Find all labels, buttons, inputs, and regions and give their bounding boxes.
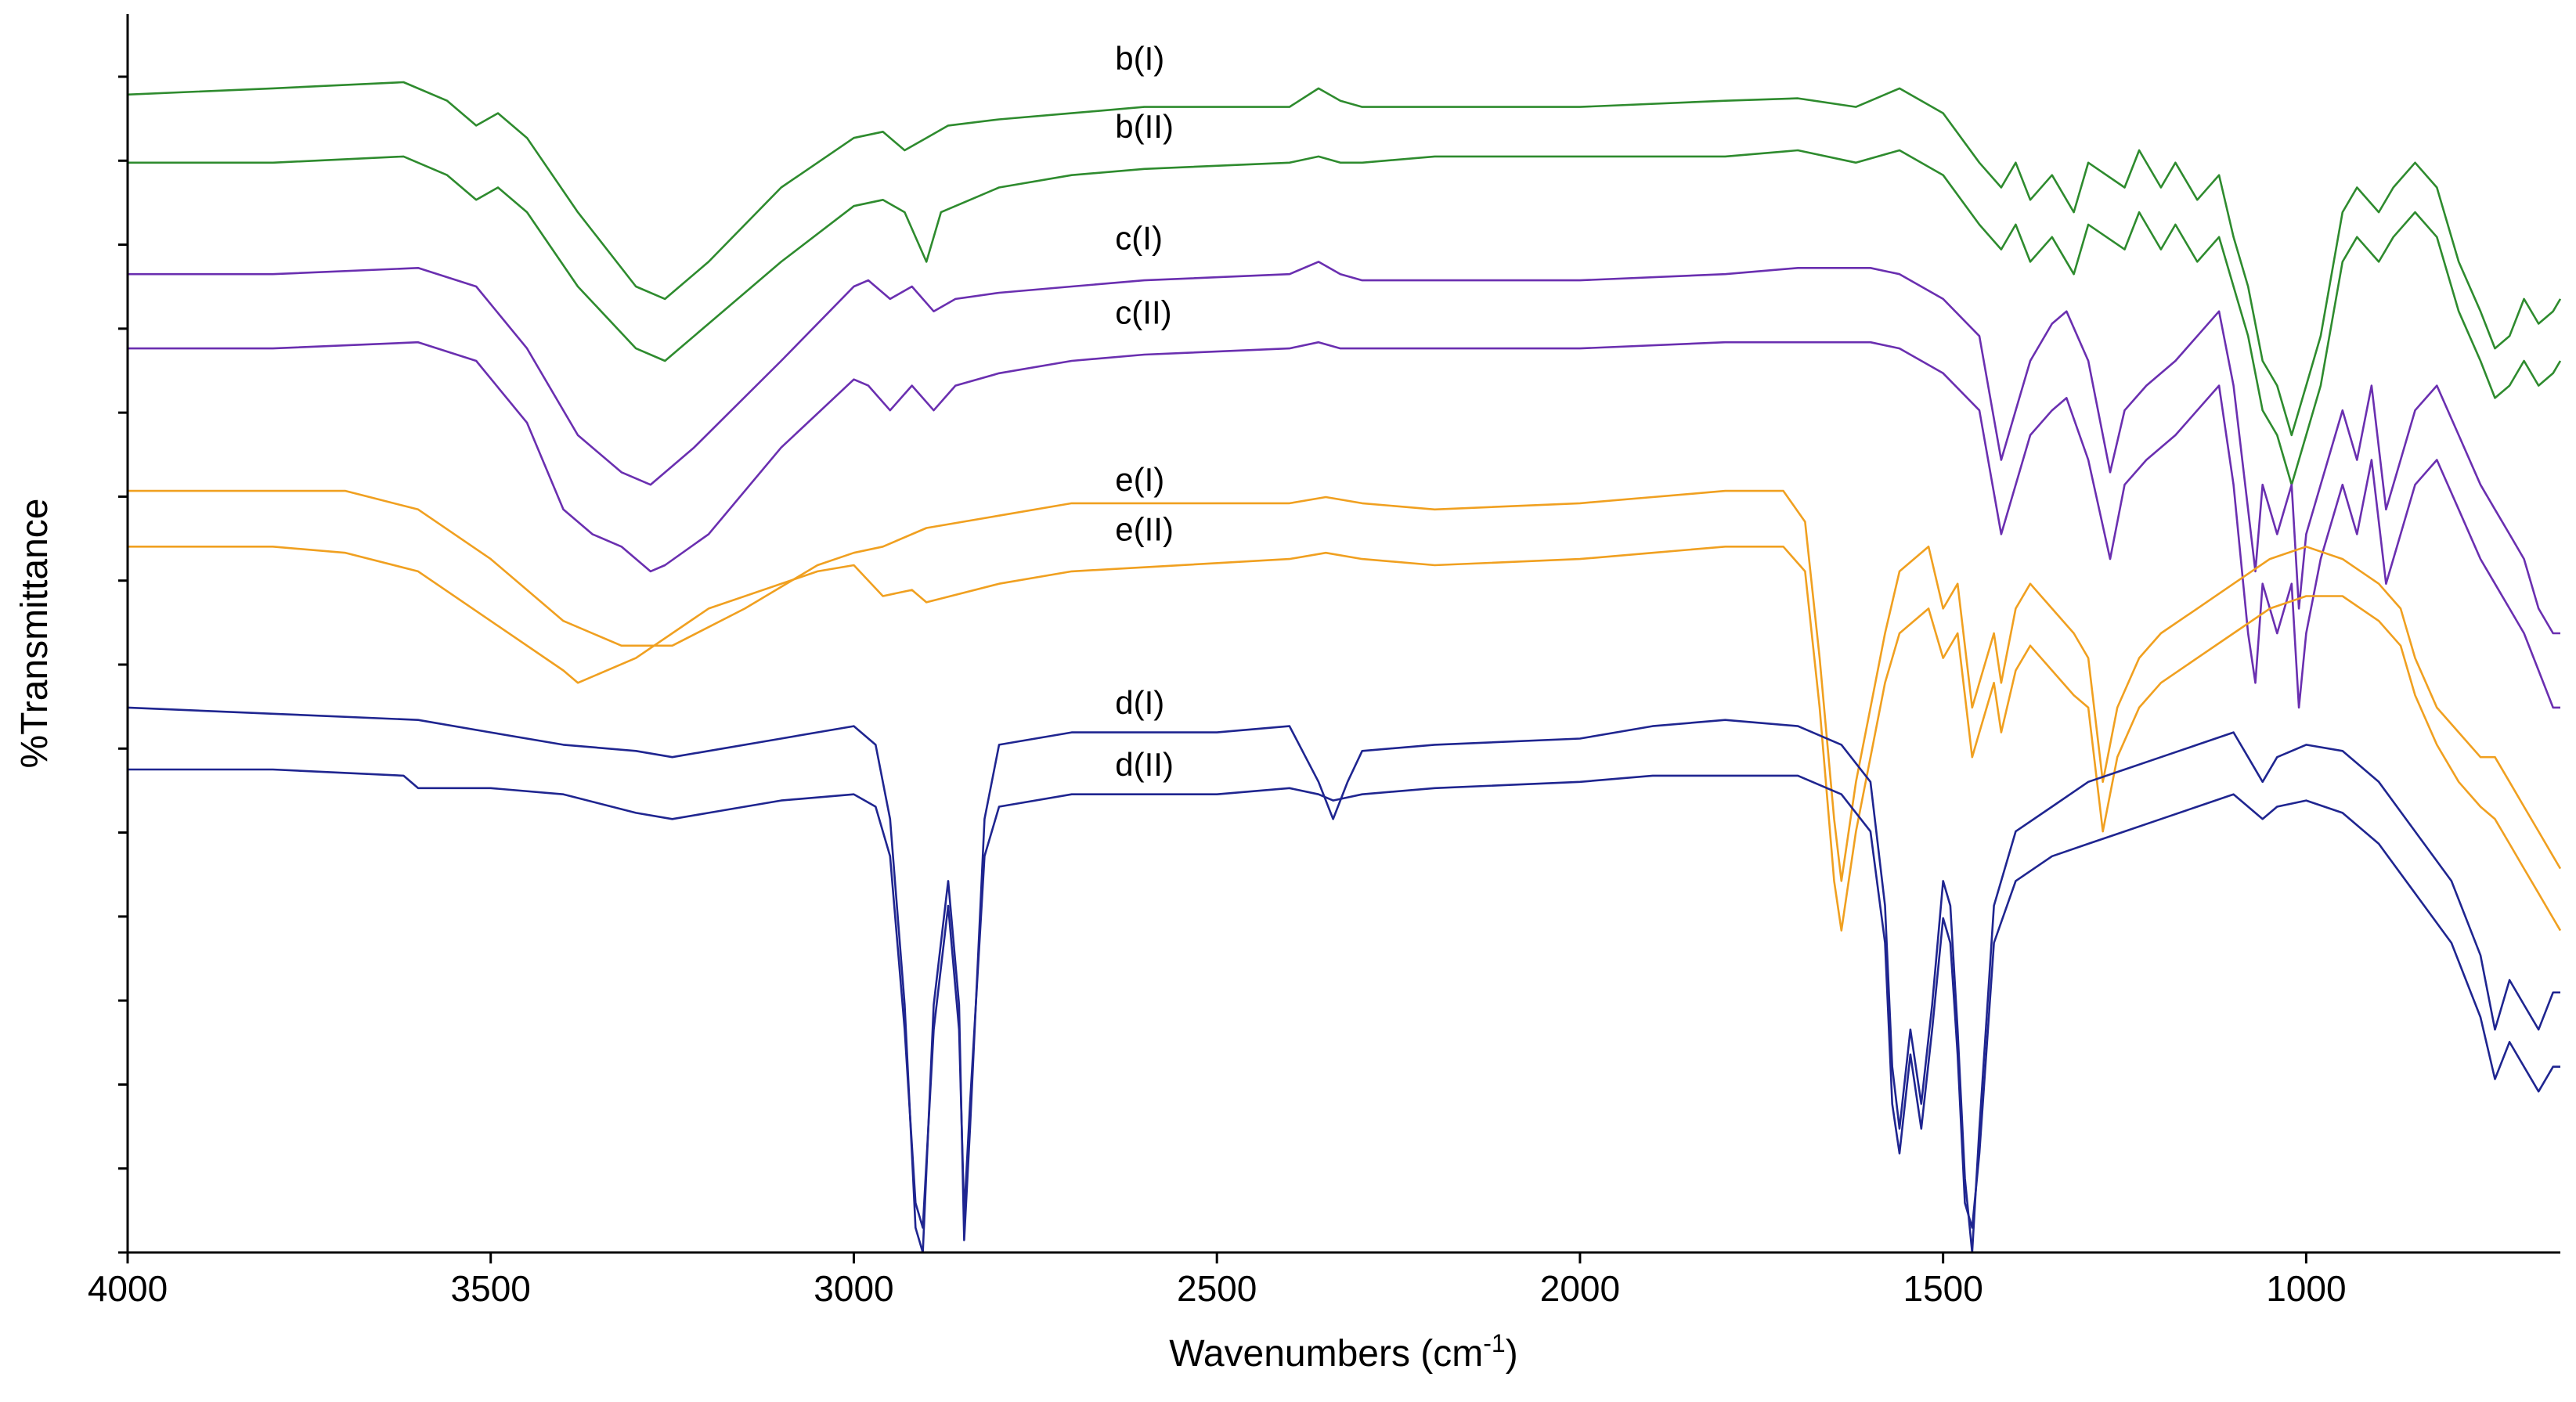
series-label-bii: b(II) [1115, 108, 1174, 145]
x-tick-label-2500: 2500 [1177, 1268, 1257, 1309]
series-line-ei [128, 489, 2562, 882]
series-line-bi [127, 81, 2562, 437]
series-label-ci: c(I) [1115, 220, 1163, 257]
spectrum-traces [127, 81, 2562, 1254]
series-line-bii [128, 149, 2562, 486]
y-axis-ticks [118, 75, 128, 1254]
series-label-di: d(I) [1115, 684, 1164, 721]
series-label-ei: e(I) [1115, 461, 1164, 498]
x-axis-ticks: 4000 3500 3000 2500 2000 1500 1000 [88, 1252, 2347, 1309]
x-tick-label-3500: 3500 [451, 1268, 531, 1309]
series-line-ci [128, 261, 2560, 635]
series-line-eii [128, 546, 2562, 932]
x-tick-label-3000: 3000 [814, 1268, 893, 1309]
series-label-eii: e(II) [1115, 510, 1174, 547]
series-label-bi: b(I) [1115, 40, 1164, 77]
x-axis-title: Wavenumbers (cm-1) [1169, 1329, 1517, 1375]
series-line-dii [128, 768, 2560, 1229]
series-labels: b(I) b(II) c(I) c(II) e(I) e(II) d(I) d(II) [1115, 40, 1174, 783]
series-label-cii: c(II) [1115, 294, 1171, 331]
series-line-di [127, 706, 2560, 1254]
x-tick-label-1500: 1500 [1903, 1268, 1983, 1309]
series-line-cii [128, 341, 2560, 709]
series-label-dii: d(II) [1115, 746, 1174, 783]
x-tick-label-2000: 2000 [1540, 1268, 1620, 1309]
x-tick-label-4000: 4000 [88, 1268, 168, 1309]
y-axis-title: %Transmittance [14, 499, 56, 769]
x-tick-label-1000: 1000 [2266, 1268, 2346, 1309]
